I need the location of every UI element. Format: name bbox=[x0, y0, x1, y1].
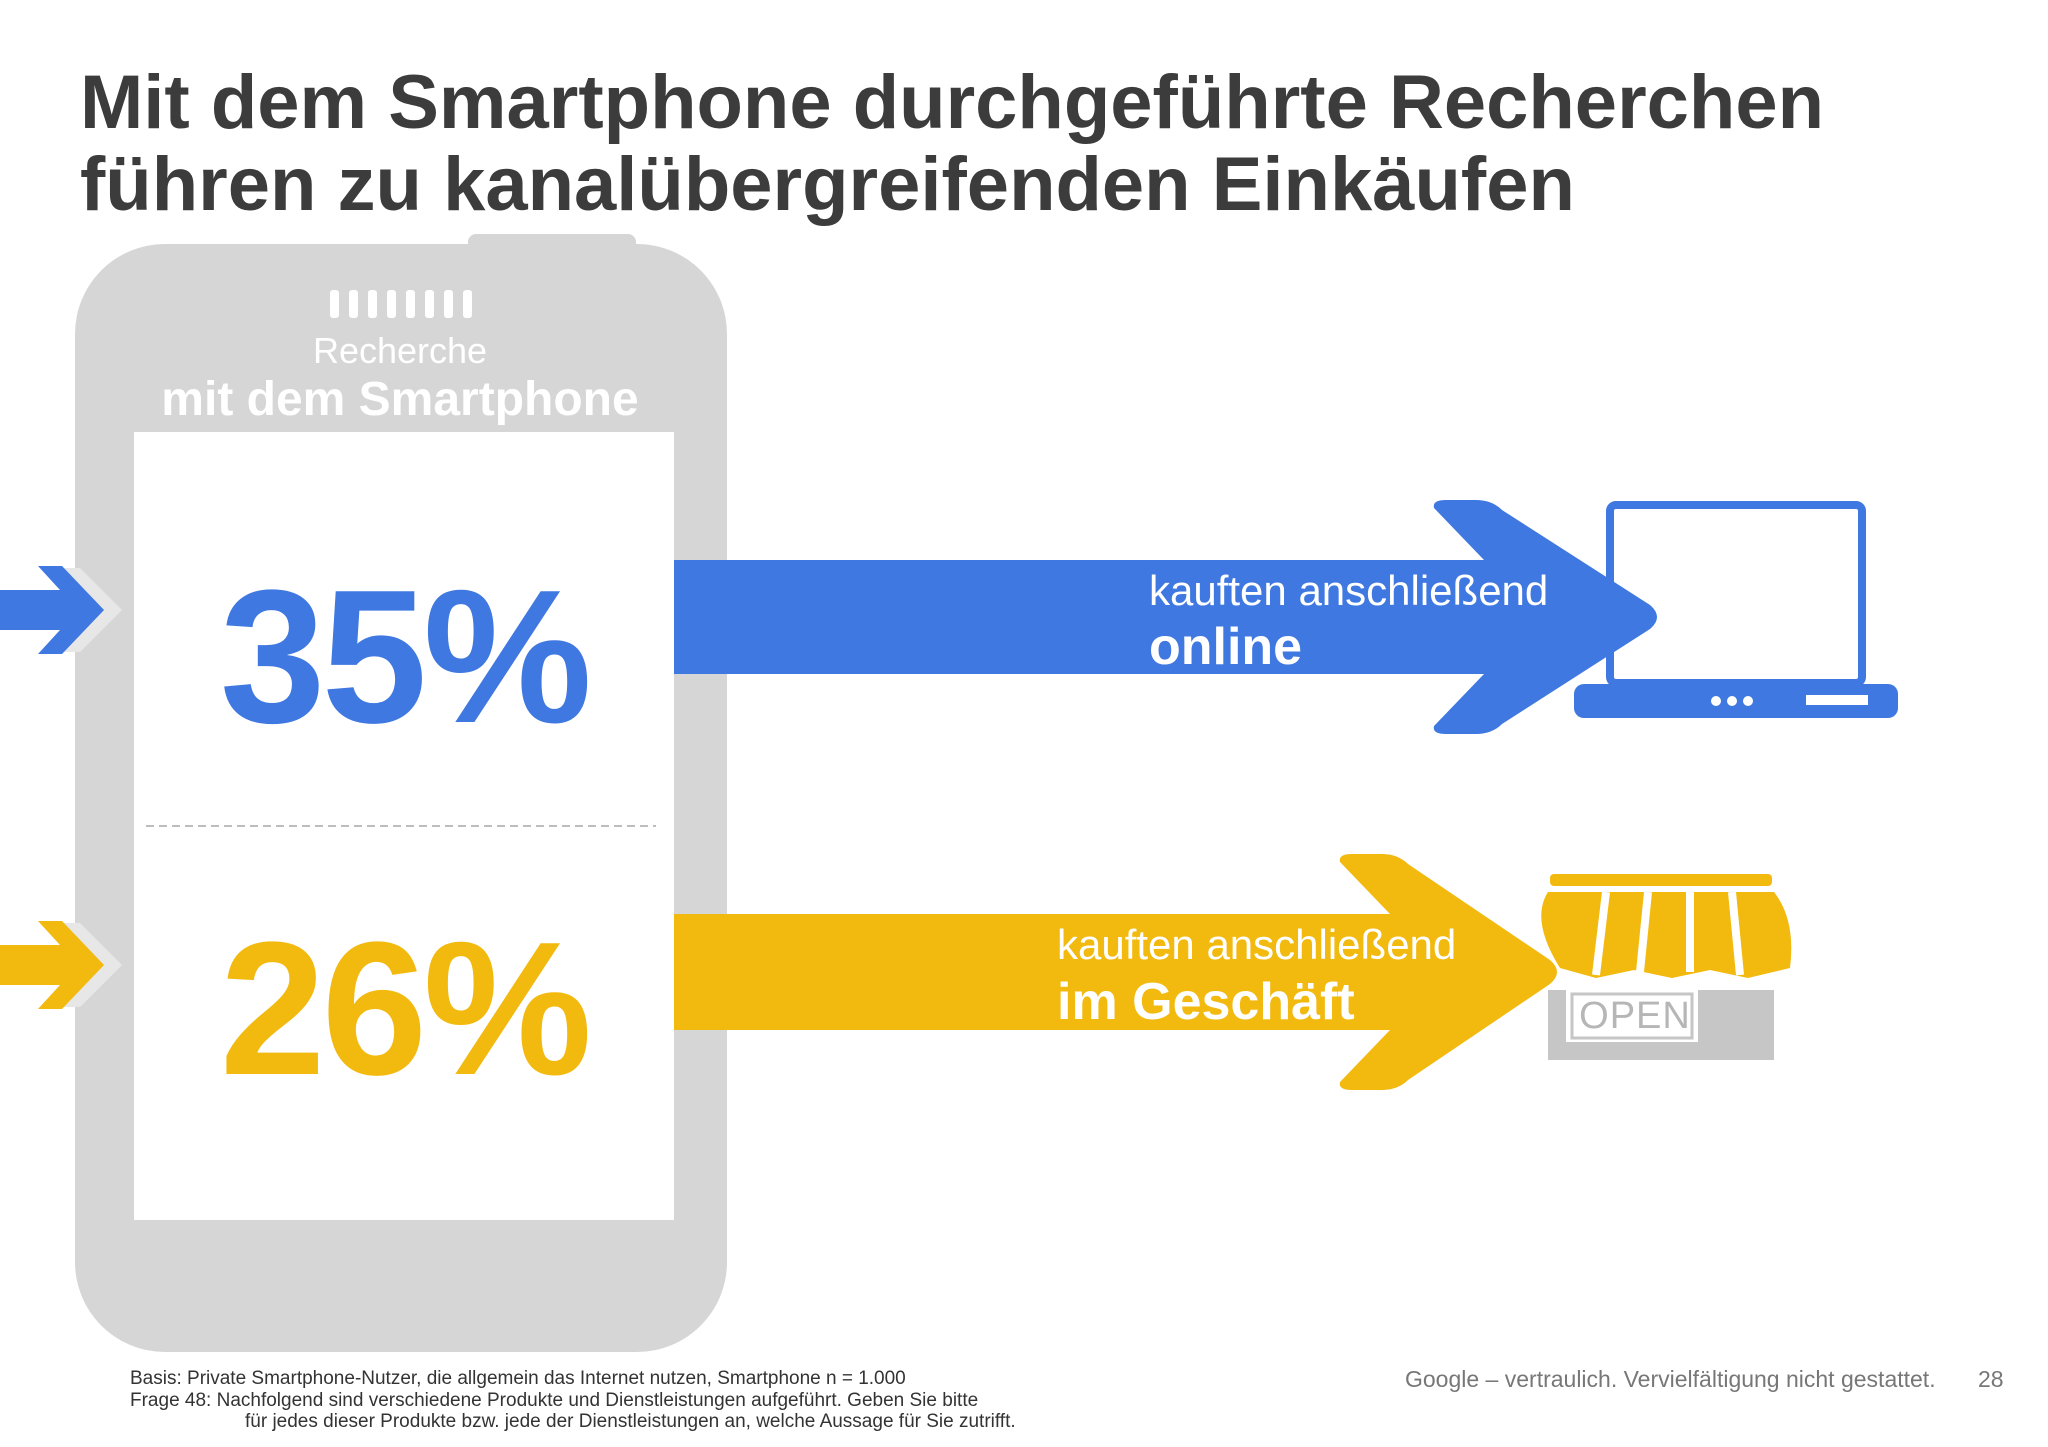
arrow-online bbox=[674, 500, 1657, 734]
phone-label-line2: mit dem Smartphone bbox=[161, 373, 639, 426]
incoming-arrow-store bbox=[0, 921, 122, 1009]
phone-speaker-icon bbox=[330, 290, 472, 318]
arrow-store bbox=[674, 854, 1557, 1090]
store-label-line2: im Geschäft bbox=[1057, 973, 1355, 1031]
footnote-question-line2: für jedes dieser Produkte bzw. jede der … bbox=[245, 1411, 1016, 1432]
percent-online: 35% bbox=[219, 551, 592, 763]
laptop-icon bbox=[1574, 501, 1898, 718]
percent-store: 26% bbox=[219, 903, 592, 1115]
online-label-line2: online bbox=[1149, 618, 1303, 676]
store-label-line1: kauften anschließend bbox=[1057, 921, 1457, 968]
phone-label-line1: Recherche bbox=[312, 330, 488, 371]
footnote-question-line1: Frage 48: Nachfolgend sind verschiedene … bbox=[130, 1390, 979, 1411]
online-label-line1: kauften anschließend bbox=[1149, 567, 1549, 614]
storefront-icon bbox=[1541, 874, 1792, 1060]
page-title: Mit dem Smartphone durchgeführte Recherc… bbox=[80, 60, 1825, 227]
footnote-basis: Basis: Private Smartphone-Nutzer, die al… bbox=[130, 1368, 906, 1389]
incoming-arrow-online bbox=[0, 566, 122, 654]
page-number: 28 bbox=[1978, 1366, 2004, 1392]
confidential-notice: Google – vertraulich. Vervielfältigung n… bbox=[1405, 1366, 1936, 1392]
open-sign: OPEN bbox=[1579, 995, 1691, 1037]
